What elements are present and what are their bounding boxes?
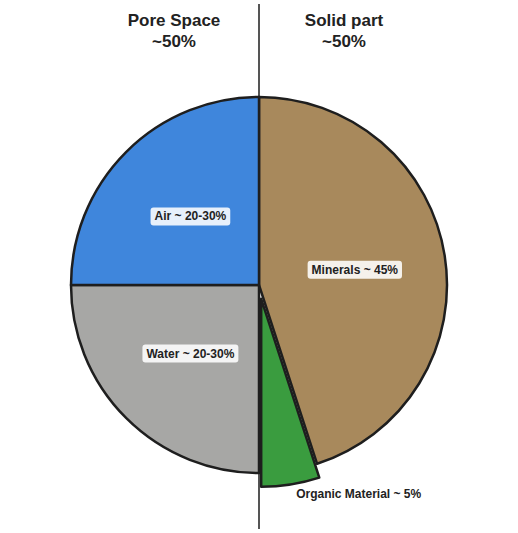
svg-text:Solid part: Solid part xyxy=(305,11,384,30)
svg-text:Organic Material ~ 5%: Organic Material ~ 5% xyxy=(296,487,421,501)
svg-text:Pore Space: Pore Space xyxy=(128,11,221,30)
svg-text:~50%: ~50% xyxy=(152,32,196,51)
svg-text:~50%: ~50% xyxy=(322,32,366,51)
svg-text:Water ~ 20-30%: Water ~ 20-30% xyxy=(146,347,234,361)
svg-text:Minerals ~ 45%: Minerals ~ 45% xyxy=(312,263,399,277)
svg-text:Air ~ 20-30%: Air ~ 20-30% xyxy=(155,209,227,223)
